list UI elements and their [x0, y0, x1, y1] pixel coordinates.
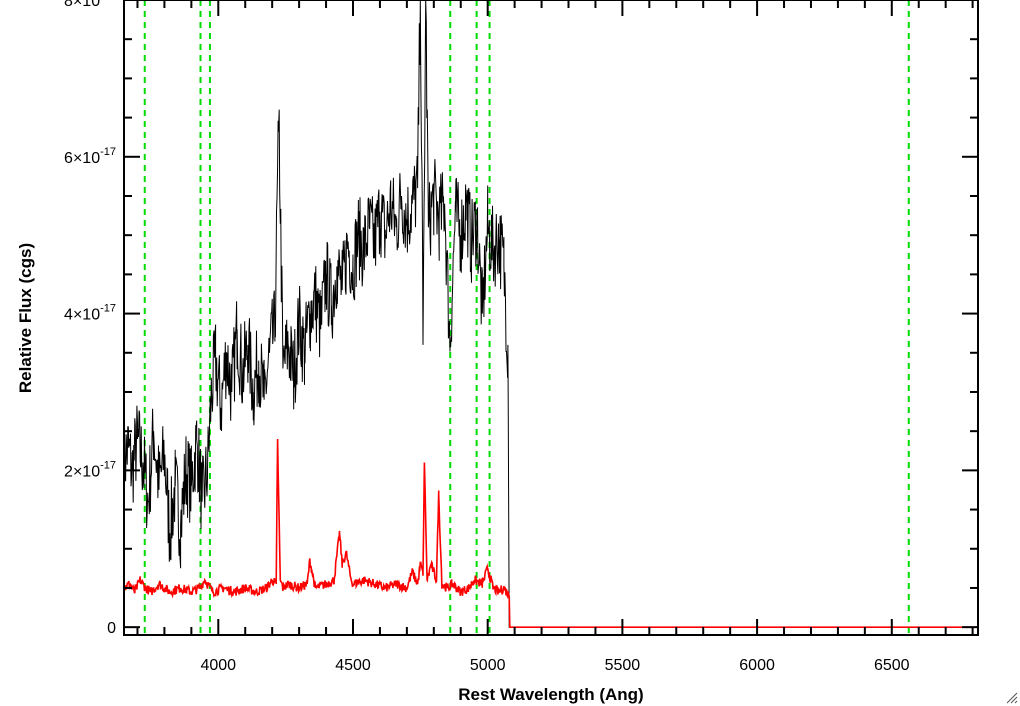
- series-model-red: [123, 438, 978, 628]
- x-axis-ticks: 4000 4500 5000 5500 6000 6500: [136, 0, 974, 674]
- y-axis-ticks: 02×10-174×10-176×10-178×10-17: [64, 0, 978, 637]
- x-tick-label: 6000: [739, 657, 775, 674]
- x-tick-label: 5000: [470, 657, 506, 674]
- reference-lines: [143, 0, 910, 635]
- x-tick-label: 5500: [605, 657, 641, 674]
- y-tick-label: 0: [107, 620, 116, 637]
- x-tick-label: 6500: [874, 657, 910, 674]
- resize-grip-icon[interactable]: [1004, 690, 1018, 704]
- spectrum-series: [123, 0, 978, 628]
- x-axis-label: Rest Wavelength (Ang): [458, 685, 643, 704]
- y-axis-label: Relative Flux (cgs): [16, 243, 35, 393]
- plot-frame: [123, 0, 979, 636]
- x-tick-label: 4500: [335, 657, 371, 674]
- series-flux-black: [123, 0, 978, 628]
- y-tick-label: 8×10-17: [64, 0, 116, 10]
- x-tick-label: 4000: [200, 657, 236, 674]
